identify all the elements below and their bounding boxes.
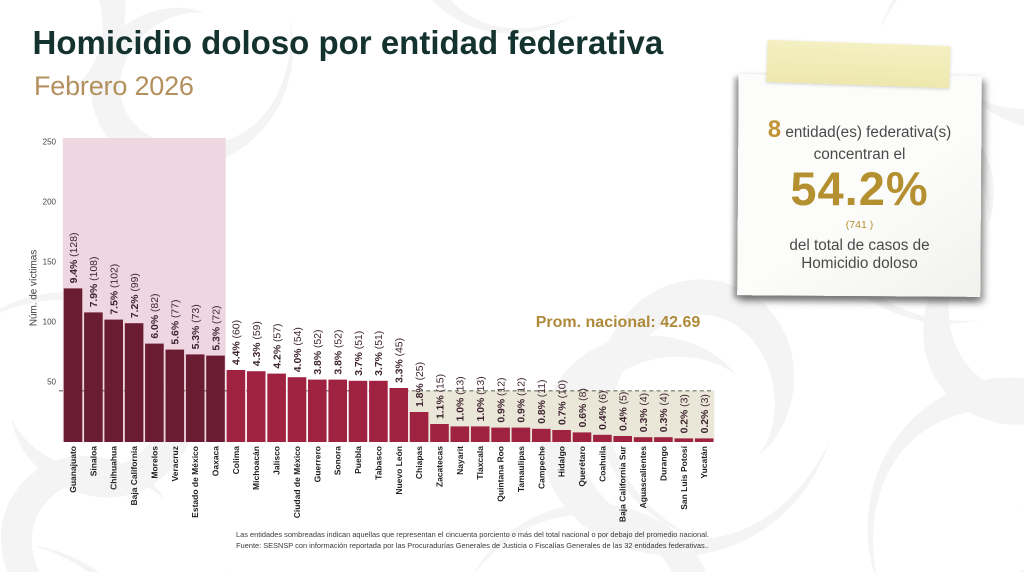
svg-text:Chiapas: Chiapas [414, 446, 424, 479]
svg-text:Zacatecas: Zacatecas [435, 446, 445, 487]
svg-text:7.2% (99): 7.2% (99) [130, 273, 141, 318]
svg-text:1.0% (13): 1.0% (13) [476, 376, 487, 421]
svg-text:1.8% (25): 1.8% (25) [415, 362, 426, 407]
svg-text:150: 150 [43, 258, 57, 267]
svg-text:0.2% (3): 0.2% (3) [700, 394, 711, 433]
svg-text:Núm. de víctimas: Núm. de víctimas [29, 250, 40, 326]
svg-text:Nayarit: Nayarit [455, 446, 465, 475]
svg-text:Sonora: Sonora [333, 446, 343, 476]
svg-text:3.3% (45): 3.3% (45) [395, 338, 406, 383]
svg-text:Guerrero: Guerrero [312, 446, 322, 482]
svg-text:Campeche: Campeche [536, 446, 546, 489]
svg-text:Quintana Roo: Quintana Roo [496, 446, 506, 502]
svg-text:Ciudad de México: Ciudad de México [292, 446, 302, 518]
svg-text:Sinaloa: Sinaloa [88, 446, 98, 477]
svg-text:0.7% (10): 0.7% (10) [557, 380, 568, 425]
svg-text:4.3% (59): 4.3% (59) [252, 321, 263, 366]
svg-text:50: 50 [47, 378, 56, 387]
svg-text:San Luis Potosí: San Luis Potosí [679, 445, 689, 509]
svg-text:4.2% (57): 4.2% (57) [272, 324, 283, 369]
svg-text:3.7% (51): 3.7% (51) [374, 331, 385, 376]
svg-text:4.4% (60): 4.4% (60) [232, 320, 243, 365]
svg-text:0.9% (12): 0.9% (12) [517, 378, 528, 423]
svg-text:3.7% (51): 3.7% (51) [354, 331, 365, 376]
svg-text:3.8% (52): 3.8% (52) [313, 330, 324, 375]
svg-text:Aguascalientes: Aguascalientes [638, 446, 648, 509]
svg-text:Baja California: Baja California [129, 446, 139, 506]
svg-text:Colima: Colima [231, 446, 241, 475]
svg-text:Baja California Sur: Baja California Sur [618, 445, 628, 522]
svg-text:Guanajuato: Guanajuato [68, 446, 78, 493]
svg-text:Chihuahua: Chihuahua [109, 446, 119, 490]
svg-text:0.4% (5): 0.4% (5) [619, 392, 630, 431]
svg-text:6.0% (82): 6.0% (82) [150, 294, 161, 339]
svg-text:9.4% (128): 9.4% (128) [69, 233, 80, 284]
svg-text:Puebla: Puebla [353, 446, 363, 474]
svg-text:0.9% (12): 0.9% (12) [496, 378, 507, 423]
svg-text:Morelos: Morelos [149, 446, 159, 479]
svg-text:250: 250 [43, 138, 57, 147]
svg-text:3.8% (52): 3.8% (52) [334, 330, 345, 375]
svg-text:0.3% (4): 0.3% (4) [639, 393, 650, 432]
svg-text:0.8% (11): 0.8% (11) [537, 380, 548, 424]
svg-text:Coahuila: Coahuila [597, 446, 607, 482]
svg-text:Tamaulipas: Tamaulipas [516, 446, 526, 492]
svg-text:Michoacán: Michoacán [251, 446, 261, 490]
svg-text:Nuevo León: Nuevo León [394, 446, 404, 495]
svg-text:Durango: Durango [658, 446, 668, 481]
svg-text:Yucatán: Yucatán [699, 446, 709, 479]
svg-text:Tabasco: Tabasco [373, 446, 383, 480]
svg-text:0.4% (6): 0.4% (6) [598, 391, 609, 430]
svg-text:Estado de México: Estado de México [190, 446, 200, 518]
svg-text:0.6% (8): 0.6% (8) [578, 388, 589, 427]
svg-text:Veracruz: Veracruz [170, 446, 180, 481]
svg-text:5.3% (72): 5.3% (72) [211, 306, 222, 351]
svg-text:200: 200 [43, 198, 57, 207]
svg-text:100: 100 [43, 318, 57, 327]
svg-text:5.6% (77): 5.6% (77) [171, 300, 182, 345]
svg-text:4.0% (54): 4.0% (54) [293, 327, 304, 372]
svg-text:Jalisco: Jalisco [272, 446, 282, 475]
svg-text:Oaxaca: Oaxaca [211, 446, 221, 477]
svg-text:5.3% (73): 5.3% (73) [191, 304, 202, 349]
svg-text:0.3% (4): 0.3% (4) [659, 393, 670, 432]
svg-text:1.1% (15): 1.1% (15) [435, 374, 446, 419]
svg-text:1.0% (13): 1.0% (13) [456, 376, 467, 421]
svg-text:Tlaxcala: Tlaxcala [475, 446, 485, 480]
svg-text:Hidalgo: Hidalgo [557, 446, 567, 477]
svg-text:0.2% (3): 0.2% (3) [680, 394, 691, 433]
svg-text:7.5% (102): 7.5% (102) [110, 264, 121, 315]
svg-text:Querétaro: Querétaro [577, 446, 587, 487]
svg-text:7.9% (108): 7.9% (108) [89, 257, 100, 308]
